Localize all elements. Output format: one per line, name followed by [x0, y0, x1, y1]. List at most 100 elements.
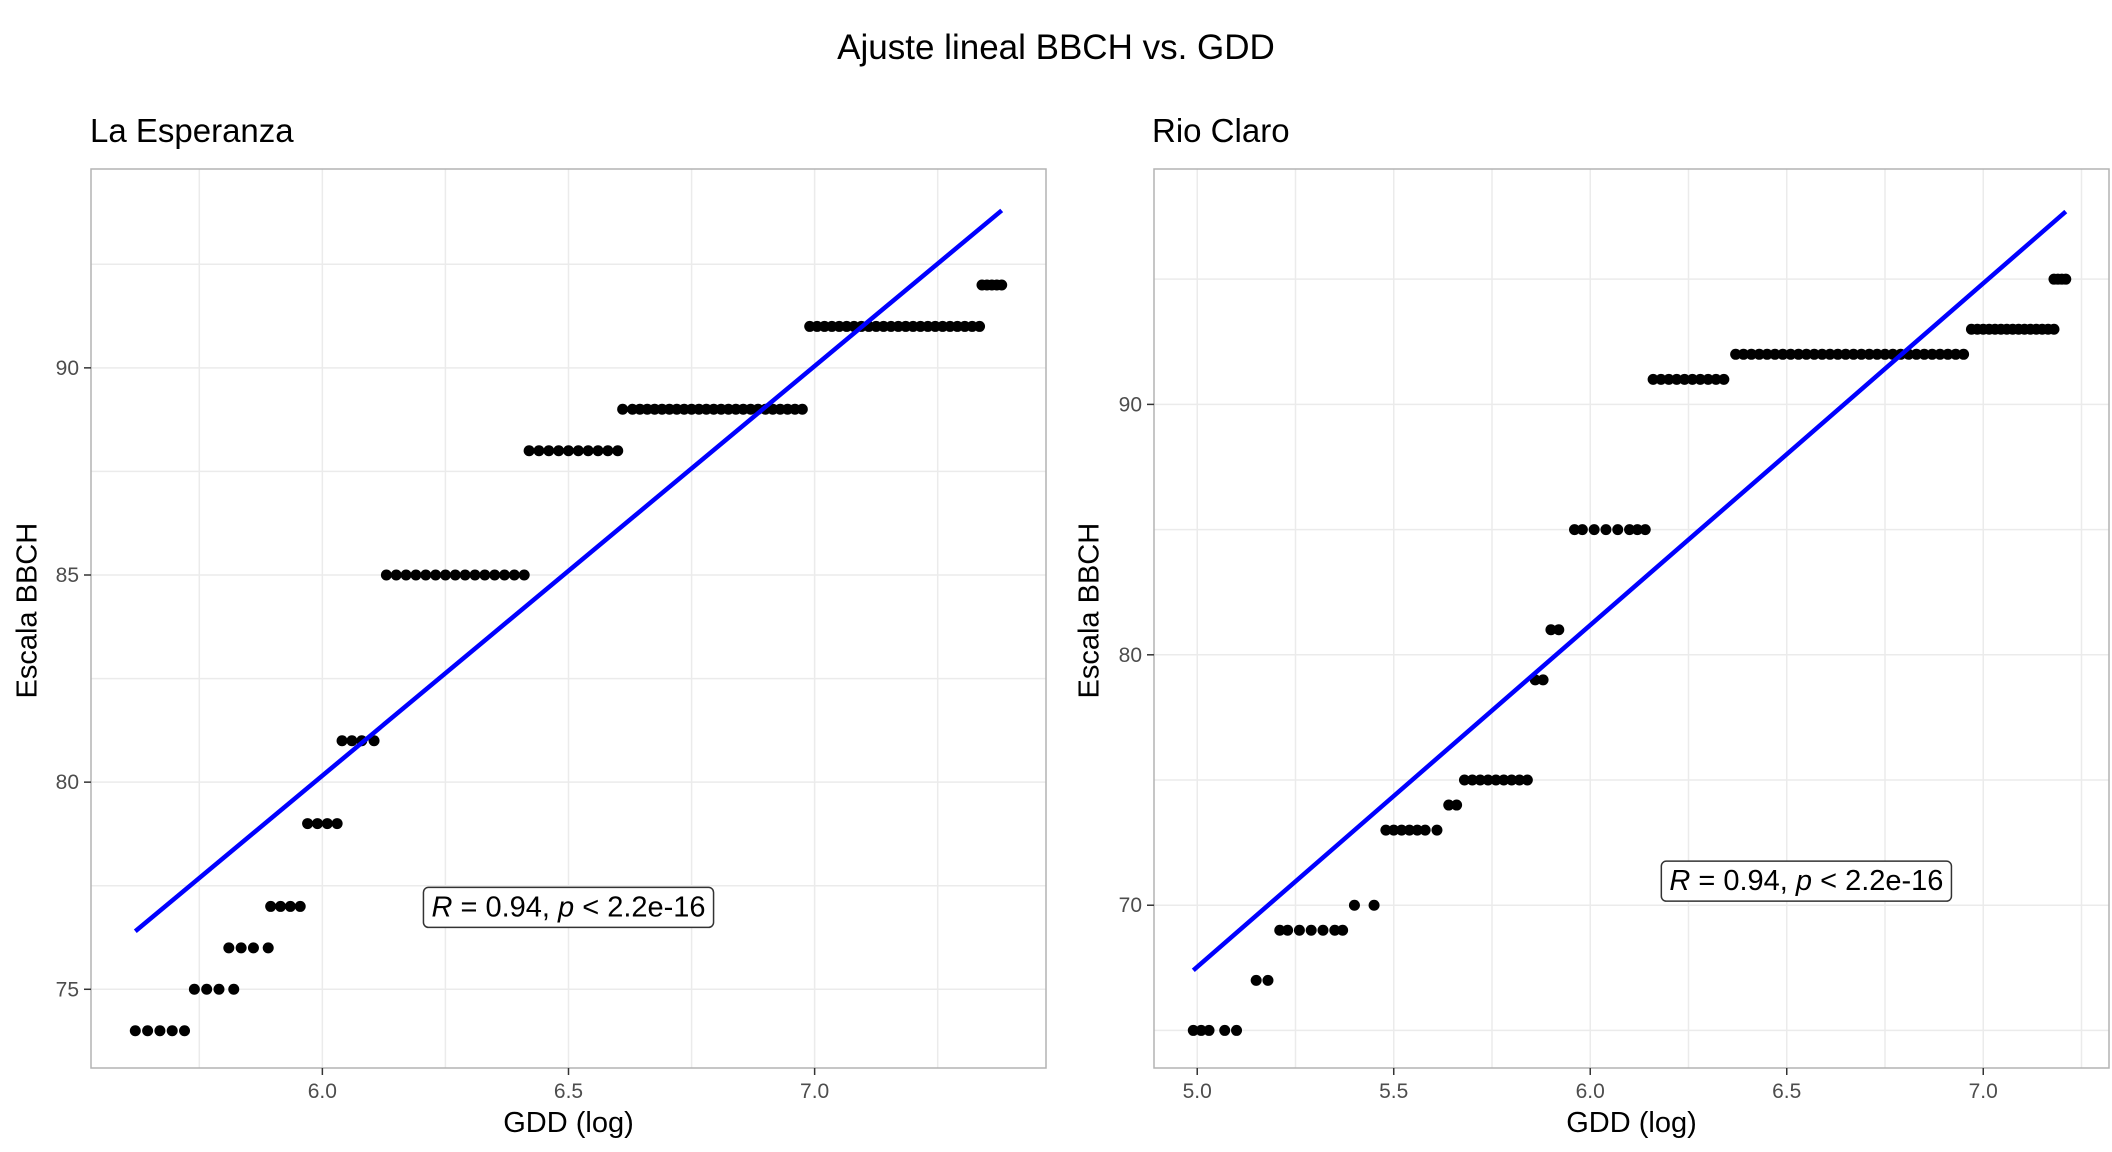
data-point [1848, 348, 1860, 360]
data-point [368, 735, 380, 747]
data-point [1832, 348, 1844, 360]
x-tick-label: 6.5 [554, 1080, 583, 1103]
data-point [523, 445, 535, 457]
data-point [1694, 373, 1706, 385]
data-point [311, 818, 323, 830]
data-point [543, 445, 555, 457]
data-point [1317, 924, 1329, 936]
x-tick-label: 7.0 [800, 1080, 829, 1103]
data-point [336, 735, 348, 747]
data-point [1600, 524, 1612, 536]
x-axis-label-la-esperanza: GDD (log) [503, 1107, 634, 1139]
data-point [228, 983, 240, 995]
data-point [1663, 373, 1675, 385]
data-point [1655, 373, 1667, 385]
data-point [1537, 674, 1549, 686]
data-point [1506, 774, 1518, 786]
data-point [265, 900, 277, 912]
data-point [1443, 799, 1455, 811]
data-point [1588, 524, 1600, 536]
data-point [1753, 348, 1765, 360]
data-point [294, 900, 306, 912]
data-point [1879, 348, 1891, 360]
x-tick-label: 5.5 [1379, 1080, 1408, 1103]
data-point [2048, 323, 2060, 335]
fit-line [133, 208, 1004, 934]
data-point [142, 1025, 154, 1037]
y-tick-label: 90 [56, 357, 79, 380]
data-point [439, 569, 451, 581]
x-tick-label: 6.5 [1772, 1080, 1801, 1103]
annotation-label: R = 0.94, p < 2.2e-16 [1669, 865, 1943, 897]
data-point [489, 569, 501, 581]
data-point [154, 1025, 166, 1037]
fit-line [1191, 209, 2068, 973]
data-point [592, 445, 604, 457]
data-point [1219, 1024, 1231, 1036]
y-tick-label: 85 [56, 564, 79, 587]
data-point [346, 735, 358, 747]
data-point [1824, 348, 1836, 360]
data-point [459, 569, 471, 581]
data-point [1329, 924, 1341, 936]
data-point [582, 445, 594, 457]
data-point [1863, 348, 1875, 360]
data-point [1950, 348, 1962, 360]
data-point [1262, 974, 1274, 986]
y-tick-label: 80 [56, 771, 79, 794]
data-point [553, 445, 565, 457]
data-point [1553, 624, 1565, 636]
data-point [1250, 974, 1262, 986]
data-point [1337, 924, 1349, 936]
data-point [2060, 273, 2072, 285]
panel-border [1153, 168, 2110, 1069]
data-point [1647, 373, 1659, 385]
data-point [796, 403, 808, 415]
data-point [1840, 348, 1852, 360]
data-point [1396, 824, 1408, 836]
data-point [1490, 774, 1502, 786]
data-point [1918, 348, 1930, 360]
data-point [1466, 774, 1478, 786]
data-point [1274, 924, 1286, 936]
x-tick-label: 5.0 [1183, 1080, 1212, 1103]
data-point [420, 569, 432, 581]
data-point [284, 900, 296, 912]
data-point [1451, 799, 1463, 811]
x-axis-label-rio-claro: GDD (log) [1566, 1107, 1697, 1139]
annotation-box [422, 886, 715, 929]
x-tick-label: 7.0 [1969, 1080, 1998, 1103]
data-point [1793, 348, 1805, 360]
data-point [1380, 824, 1392, 836]
data-point [1348, 899, 1360, 911]
data-point [1761, 348, 1773, 360]
data-point [1738, 348, 1750, 360]
panel-title-rio-claro: Rio Claro [1152, 112, 1290, 149]
data-point [1458, 774, 1470, 786]
data-point [1942, 348, 1954, 360]
data-point [1419, 824, 1431, 836]
data-point [1718, 373, 1730, 385]
data-point [1926, 348, 1938, 360]
data-point [1431, 824, 1443, 836]
data-point [235, 942, 247, 954]
data-point [1808, 348, 1820, 360]
data-point [1934, 348, 1946, 360]
data-point [1187, 1024, 1199, 1036]
data-point [1411, 824, 1423, 836]
data-point [1686, 373, 1698, 385]
data-point [1293, 924, 1305, 936]
annotation-box [1660, 860, 1953, 902]
annotation-label: R = 0.94, p < 2.2e-16 [431, 891, 705, 923]
data-point [400, 569, 412, 581]
data-point [449, 569, 461, 581]
data-point [563, 445, 574, 457]
data-point [302, 818, 314, 830]
data-point [499, 569, 511, 581]
chart-main-title: Ajuste lineal BBCH vs. GDD [837, 28, 1275, 67]
data-point [1710, 373, 1722, 385]
data-point [1679, 373, 1691, 385]
data-point [1702, 373, 1714, 385]
data-point [179, 1025, 191, 1037]
